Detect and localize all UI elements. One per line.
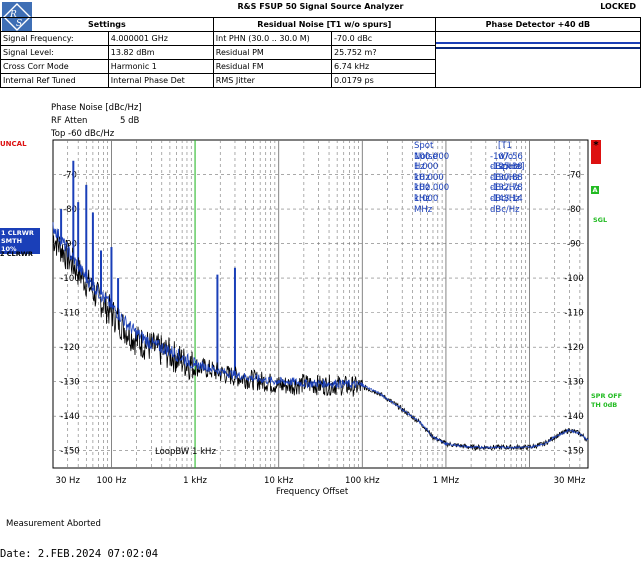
y-tick-label-right: -100 (564, 274, 583, 284)
y-tick-label-left: -130 (60, 378, 79, 388)
phase-detector-bar-lower (435, 47, 640, 49)
spot-noise-level: -125.38 dBc/Hz (490, 162, 523, 183)
x-tick-label: 1 MHz (432, 476, 460, 486)
x-tick-label: 100 Hz (96, 476, 127, 486)
x-tick-label: 1 kHz (183, 476, 207, 486)
phase-noise-unit-label: Phase Noise [dBc/Hz] (51, 103, 142, 113)
rf-atten-label: RF Atten (51, 116, 88, 126)
trace1-label: 1 CLRWR SMTH 10% (0, 228, 40, 254)
trace1-mode: 1 CLRWR (1, 229, 34, 237)
svg-text:R: R (9, 10, 17, 20)
spur-off-indicator: SPR OFF (591, 392, 623, 400)
y-tick-label-right: -130 (564, 378, 583, 388)
single-sweep-indicator: SGL (593, 216, 608, 224)
window-title: R&S FSUP 50 Signal Source Analyzer (237, 2, 404, 11)
y-tick-label-right: -140 (564, 412, 583, 422)
spot-noise-level: -107.56 dBc/Hz (490, 151, 523, 173)
spot-noise-header: Spot Noise (414, 141, 438, 162)
spot-noise-level: -148.14 dBc/Hz (490, 193, 523, 215)
star-indicator: * (591, 140, 601, 164)
x-tick-label: 100 kHz (344, 476, 380, 486)
rf-atten-value: 5 dB (120, 116, 140, 126)
trace1-smoothing: SMTH 10% (1, 237, 23, 253)
date-stamp: Date: 2.FEB.2024 07:02:04 (0, 548, 159, 560)
y-tick-label-right: -90 (567, 240, 581, 250)
y-tick-label-left: -140 (60, 412, 79, 422)
y-tick-label-right: -70 (567, 171, 581, 181)
settings-table: Settings Residual Noise [T1 w/o spurs] P… (0, 17, 641, 88)
plot-frame (52, 139, 589, 469)
spur-lines (60, 160, 236, 375)
spot-noise-offset: 100.000 kHz (414, 183, 450, 204)
noise-label: RMS Jitter (212, 73, 333, 88)
y-tick-label-right: -150 (564, 447, 583, 457)
y-tick-label-left: -100 (60, 274, 79, 284)
spot-noise-level: -130.88 dBc/Hz (490, 172, 523, 194)
x-tick-label: 30 MHz (553, 476, 586, 486)
spot-noise-offset: 10.000 kHz (414, 172, 444, 194)
uncal-indicator: UNCAL (0, 140, 27, 148)
spot-noise-marker (109, 304, 113, 308)
y-tick-label-left: -80 (63, 205, 77, 215)
chart-grid (52, 139, 589, 469)
x-axis-label: Frequency Offset (276, 487, 349, 497)
measurement-status: Measurement Aborted (6, 519, 101, 529)
spot-noise-marker (360, 383, 364, 387)
spot-noise-marker (444, 442, 448, 446)
y-tick-label-right: -80 (567, 205, 581, 215)
y-tick-label-left: -150 (60, 447, 79, 457)
spot-noise-offset: 1.000 kHz (414, 162, 439, 183)
spot-noise-trace-header: [T1 w/o spurs] (498, 141, 525, 173)
top-level-label: Top -60 dBc/Hz (51, 129, 115, 139)
phase-detector-bar-upper (435, 42, 640, 44)
traces (52, 222, 589, 451)
y-tick-label-left: -110 (60, 309, 79, 319)
y-tick-label-left: -90 (63, 240, 77, 250)
trace-2-line (52, 229, 589, 451)
spot-noise-markers (109, 304, 448, 446)
loop-bw-label: LoopBW 1 kHz (155, 447, 216, 457)
x-tick-label: 30 Hz (55, 476, 80, 486)
spot-noise-level: -132.78 dBc/Hz (490, 183, 523, 204)
spot-noise-offset: 100.000 Hz (414, 151, 450, 173)
spot-noise-marker (193, 362, 197, 366)
threshold-indicator: TH 0dB (591, 401, 618, 409)
y-tick-label-left: -120 (60, 343, 79, 353)
y-tick-label-right: -120 (564, 343, 583, 353)
y-tick-label-left: -70 (63, 171, 77, 181)
spot-noise-marker (277, 380, 281, 384)
y-tick-label-right: -110 (564, 309, 583, 319)
trace-a-indicator: A (591, 186, 599, 194)
x-tick-label: 10 kHz (264, 476, 294, 486)
phase-detector-cell (434, 31, 641, 88)
noise-value: 0.0179 ps (331, 73, 436, 88)
trace-1-line (52, 222, 589, 450)
spot-noise-offset: 1.000 MHz (414, 193, 439, 215)
trace2-label: 2 CLRWR (0, 250, 33, 258)
y-axis-tick-labels: -70 -70 -80 -80 -90 -90 -100 -100 -110 -110 -120 -1… (60, 171, 583, 457)
lock-status: LOCKED (600, 2, 636, 11)
